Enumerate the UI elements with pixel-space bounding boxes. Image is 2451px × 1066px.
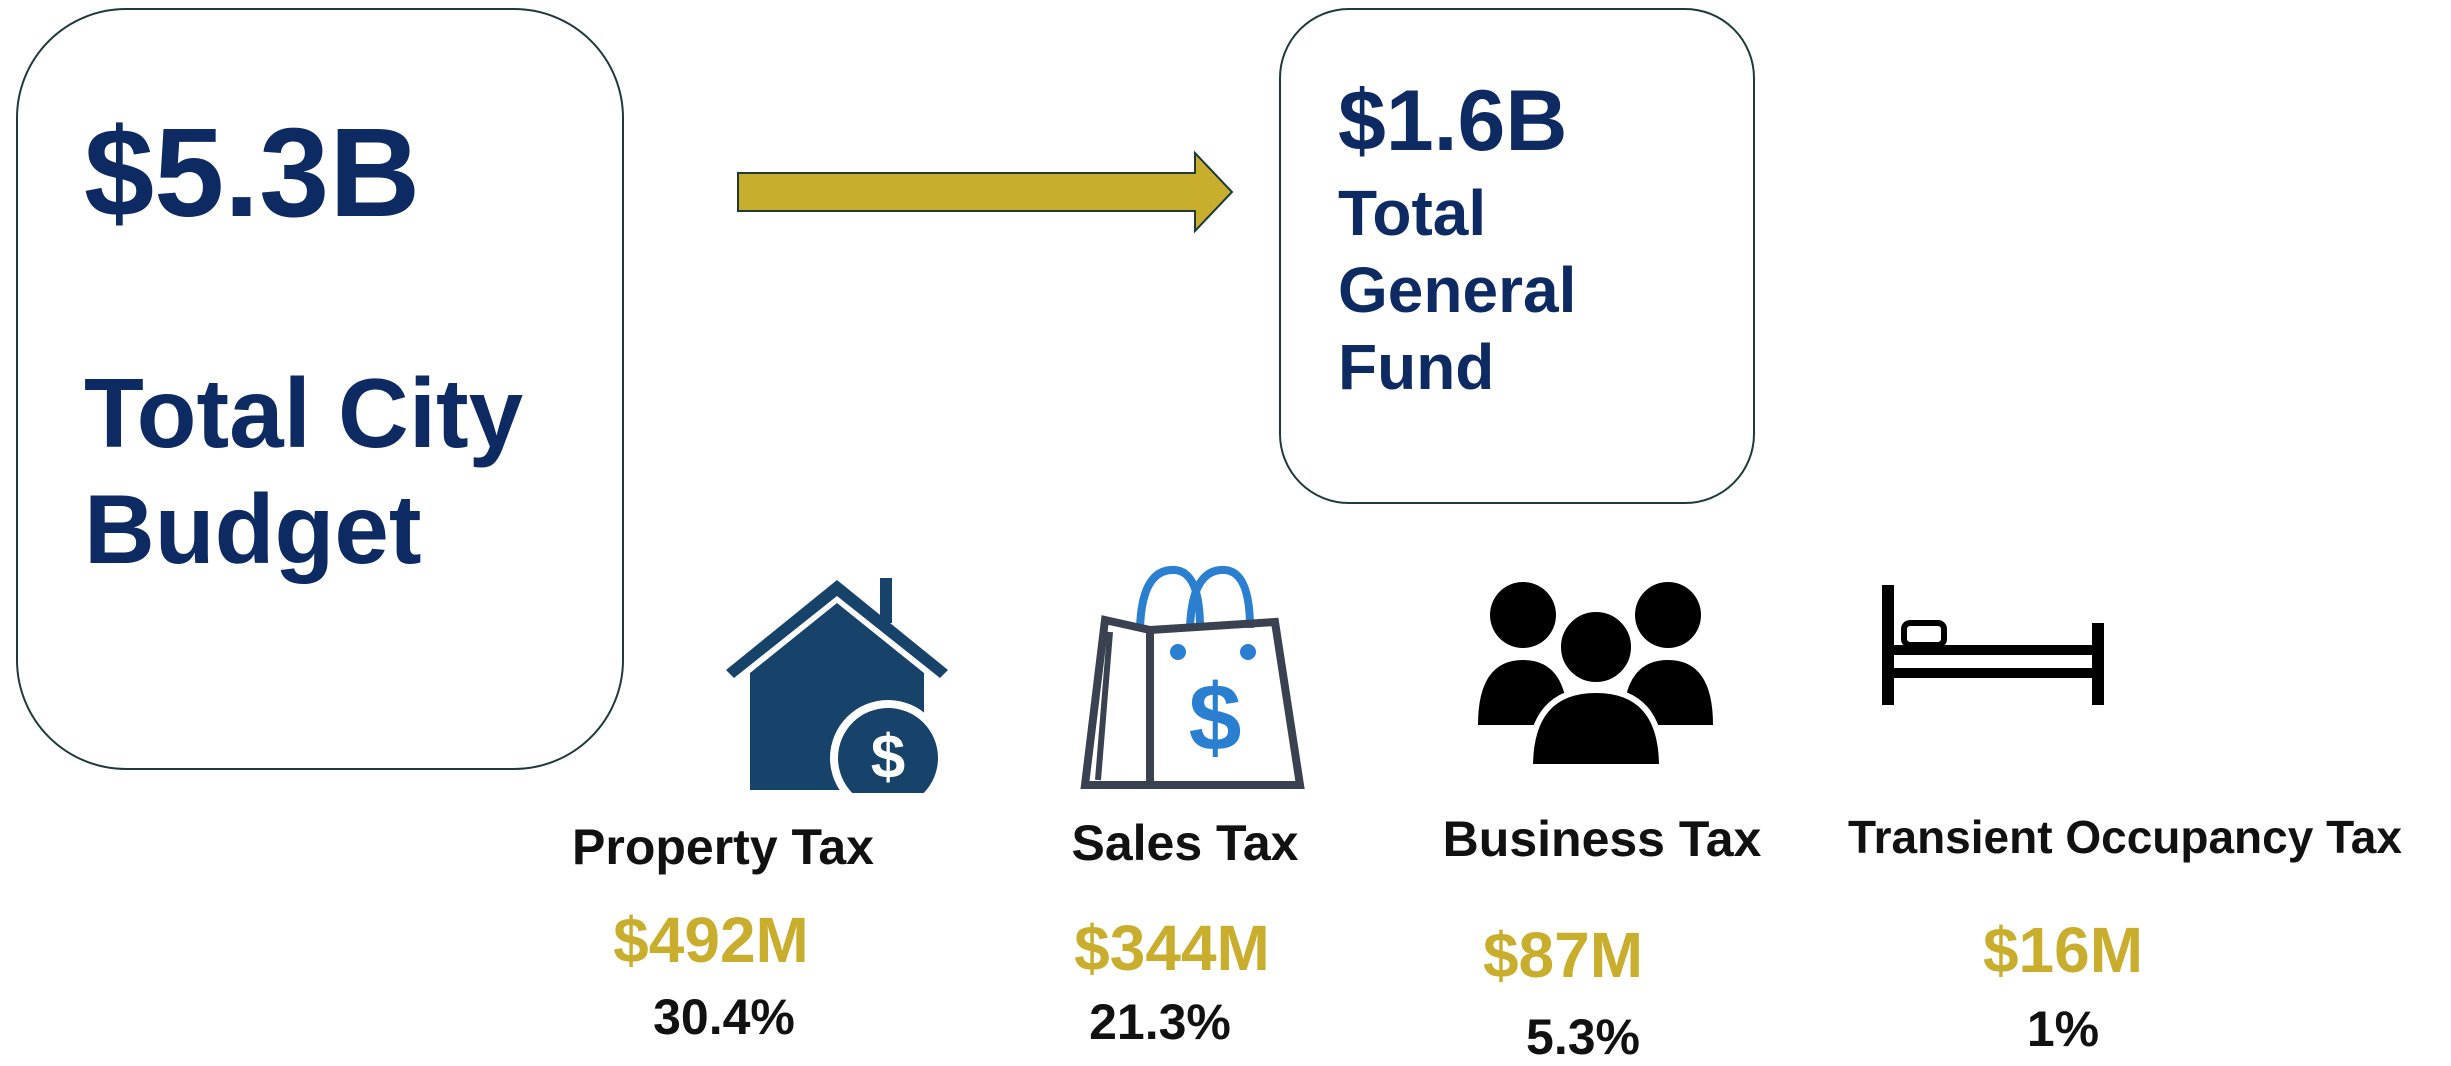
general-fund-amount: $1.6B xyxy=(1338,73,1568,169)
tax-name: Transient Occupancy Tax xyxy=(1848,811,2402,863)
tax-share: 1% xyxy=(2026,1001,2100,1057)
tax-amount: $87M xyxy=(1482,919,1644,991)
tax-share: 5.3% xyxy=(1526,1009,1640,1065)
tax-share: 30.4% xyxy=(653,989,795,1045)
budget-label: Total City Budget xyxy=(84,358,524,584)
svg-text:$: $ xyxy=(1189,665,1242,771)
tax-share: 21.3% xyxy=(1089,994,1231,1050)
arrow xyxy=(737,150,1234,234)
general-fund-label: Total General Fund xyxy=(1338,177,1577,403)
budget-card xyxy=(16,8,624,770)
house-icon: $ xyxy=(726,578,948,793)
svg-text:$: $ xyxy=(871,723,905,792)
tax-amount: $492M xyxy=(613,904,809,976)
bag-icon: $ xyxy=(1080,565,1305,789)
budget-amount: $5.3B xyxy=(84,102,421,243)
tax-amount: $16M xyxy=(1982,914,2144,986)
tax-amount: $344M xyxy=(1074,912,1270,984)
tax-name: Sales Tax xyxy=(1071,815,1299,871)
tax-name: Property Tax xyxy=(572,819,874,875)
general-fund-card xyxy=(1279,8,1755,504)
tax-name: Business Tax xyxy=(1442,811,1762,867)
bed-icon xyxy=(1882,585,2104,705)
people-icon xyxy=(1478,582,1713,770)
